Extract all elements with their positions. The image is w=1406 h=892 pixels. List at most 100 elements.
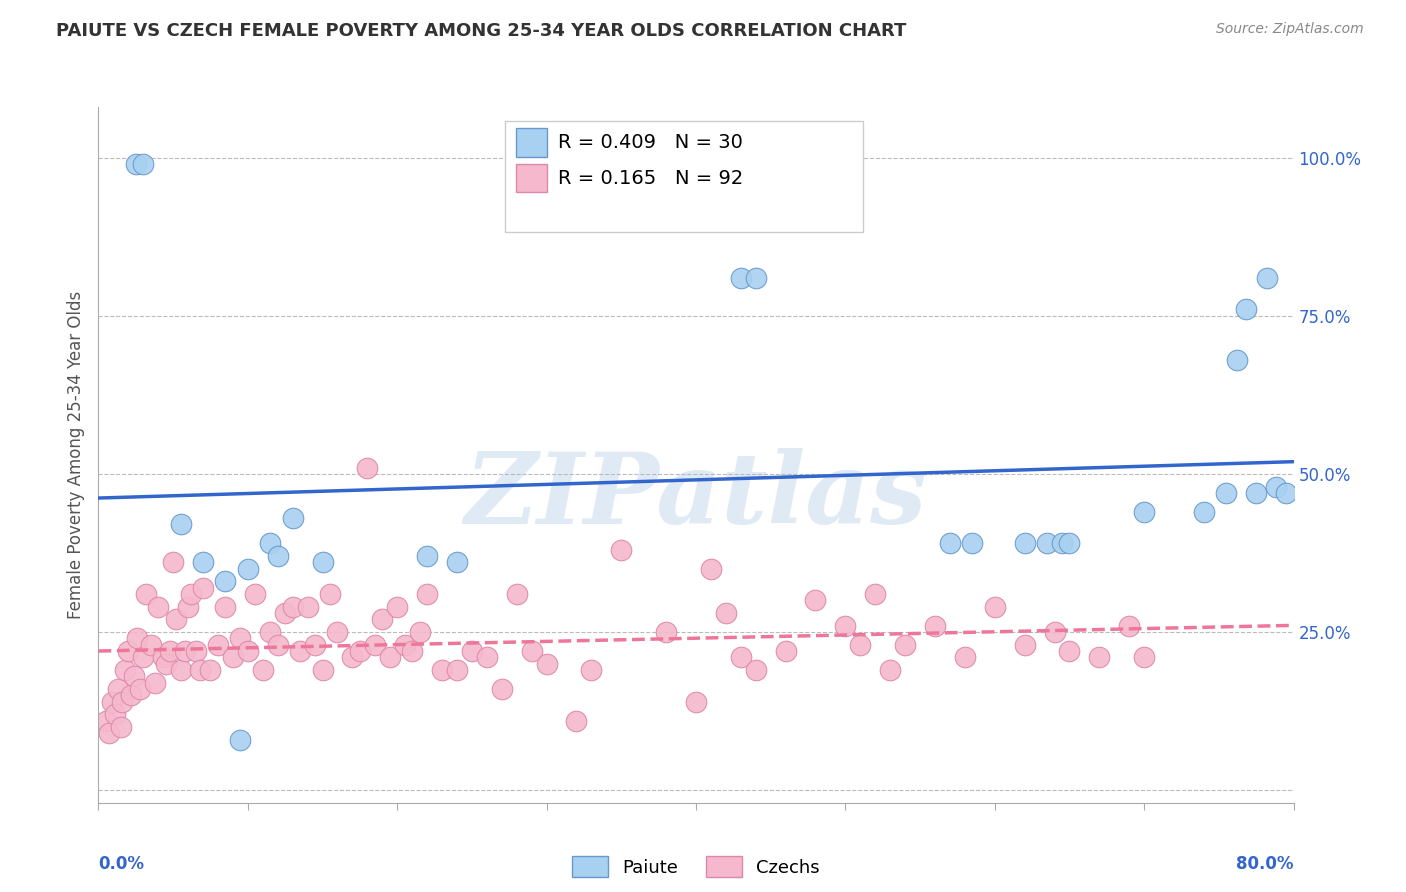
Point [1036, 536, 1059, 550]
Legend: Paiute, Czechs: Paiute, Czechs [565, 849, 827, 884]
Point [162, 556, 184, 570]
Point [939, 536, 962, 550]
Text: PAIUTE VS CZECH FEMALE POVERTY AMONG 25-34 YEAR OLDS CORRELATION CHART: PAIUTE VS CZECH FEMALE POVERTY AMONG 25-… [56, 22, 907, 40]
Point [104, 707, 127, 722]
Point [894, 638, 917, 652]
Point [730, 270, 752, 285]
Point [804, 593, 827, 607]
Point [281, 599, 304, 614]
Point [297, 599, 319, 614]
Point [371, 612, 394, 626]
Point [169, 663, 191, 677]
Point [536, 657, 558, 671]
Point [446, 663, 468, 677]
Point [953, 650, 976, 665]
Point [139, 638, 162, 652]
Point [117, 644, 139, 658]
Point [416, 549, 439, 563]
Point [127, 632, 149, 646]
Point [834, 618, 856, 632]
Point [222, 650, 245, 665]
Text: R = 0.165   N = 92: R = 0.165 N = 92 [558, 169, 744, 187]
Point [319, 587, 342, 601]
Text: Source: ZipAtlas.com: Source: ZipAtlas.com [1216, 22, 1364, 37]
Point [214, 574, 236, 589]
Point [1059, 536, 1081, 550]
Point [1118, 618, 1140, 632]
Point [180, 587, 202, 601]
Point [446, 556, 468, 570]
Point [1256, 270, 1278, 285]
Point [148, 599, 170, 614]
Text: R = 0.409   N = 30: R = 0.409 N = 30 [558, 133, 742, 152]
Point [120, 688, 142, 702]
Point [385, 599, 409, 614]
Point [1133, 650, 1156, 665]
Point [311, 556, 333, 570]
Point [125, 157, 148, 171]
Point [132, 157, 155, 171]
Point [865, 587, 887, 601]
Point [685, 695, 707, 709]
Point [962, 536, 984, 550]
Point [97, 726, 120, 740]
Point [430, 663, 453, 677]
Point [200, 663, 222, 677]
Point [152, 650, 174, 665]
Point [143, 675, 166, 690]
Point [207, 638, 229, 652]
Point [311, 663, 333, 677]
Point [155, 657, 177, 671]
Point [1133, 505, 1156, 519]
Point [107, 681, 129, 696]
Point [1234, 302, 1257, 317]
Point [259, 625, 281, 640]
Point [1014, 638, 1036, 652]
Point [610, 542, 633, 557]
Point [342, 650, 364, 665]
Point [177, 599, 200, 614]
Point [124, 669, 146, 683]
Point [520, 644, 543, 658]
Point [408, 625, 430, 640]
Point [1215, 486, 1237, 500]
Point [229, 732, 252, 747]
Point [267, 549, 290, 563]
Point [1014, 536, 1036, 550]
Y-axis label: Female Poverty Among 25-34 Year Olds: Female Poverty Among 25-34 Year Olds [66, 291, 84, 619]
Point [565, 714, 588, 728]
Point [1264, 479, 1286, 493]
Point [236, 562, 259, 576]
Point [1050, 536, 1073, 550]
Point [1244, 486, 1267, 500]
Point [745, 663, 768, 677]
Point [229, 632, 252, 646]
Point [378, 650, 401, 665]
Point [304, 638, 326, 652]
Point [401, 644, 423, 658]
Point [184, 644, 207, 658]
Point [236, 644, 259, 658]
Point [1088, 650, 1111, 665]
Point [983, 599, 1005, 614]
Point [394, 638, 416, 652]
Point [879, 663, 901, 677]
Point [924, 618, 946, 632]
Point [274, 606, 297, 620]
Point [129, 681, 152, 696]
Point [281, 511, 304, 525]
Point [135, 587, 157, 601]
Point [245, 587, 267, 601]
Point [349, 644, 371, 658]
Point [714, 606, 737, 620]
Point [159, 644, 181, 658]
Point [356, 460, 378, 475]
Point [111, 695, 134, 709]
Point [94, 714, 117, 728]
Point [169, 517, 191, 532]
Point [1192, 505, 1215, 519]
Point [416, 587, 439, 601]
Point [655, 625, 678, 640]
Point [1043, 625, 1066, 640]
Point [775, 644, 797, 658]
